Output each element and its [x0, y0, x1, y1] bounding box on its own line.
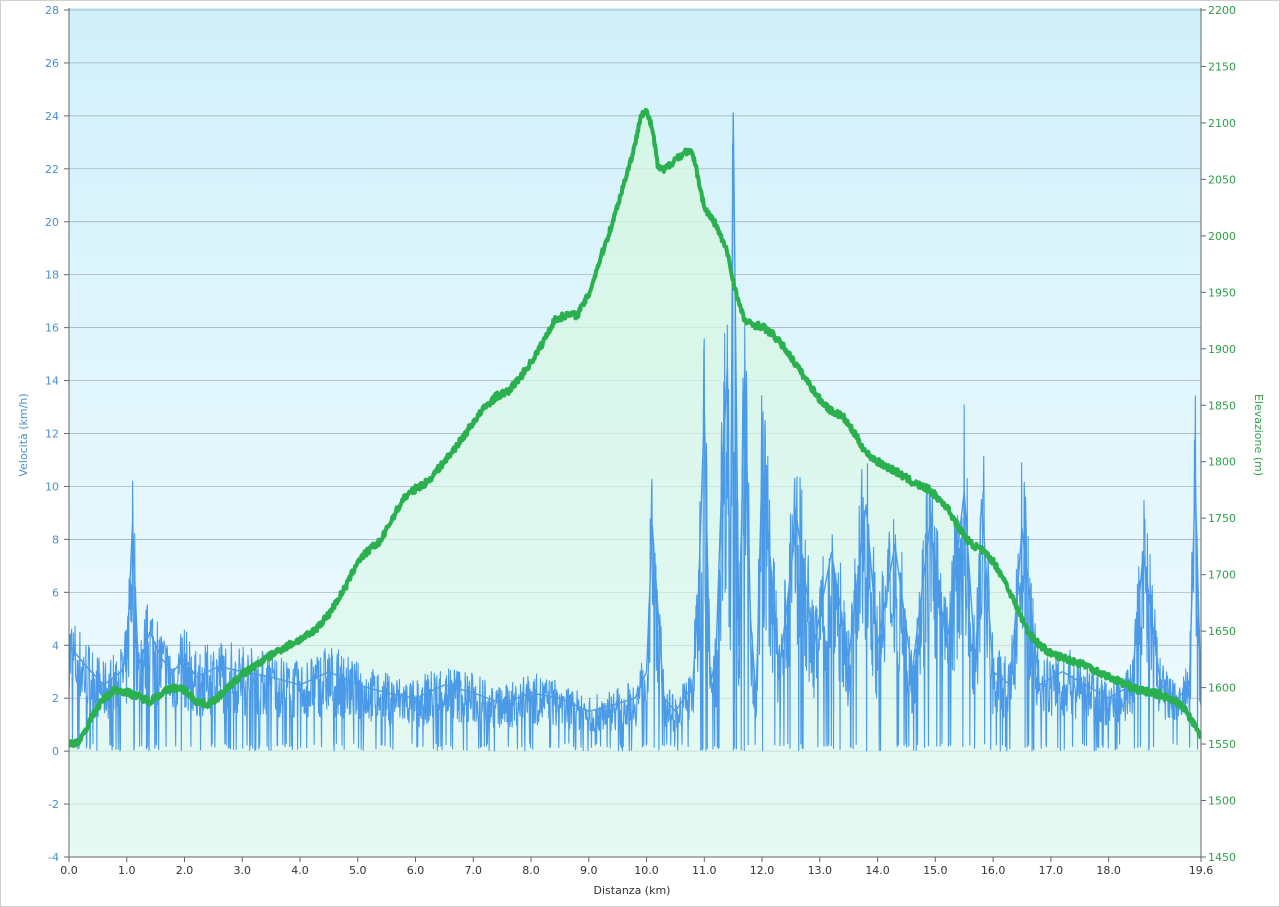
left-tick-label: 24: [45, 110, 59, 123]
left-tick-label: 4: [52, 639, 59, 652]
x-tick-label: 10.0: [634, 864, 659, 877]
left-tick-label: 0: [52, 745, 59, 758]
left-tick-label: 6: [52, 586, 59, 599]
x-tick-label: 9.0: [580, 864, 598, 877]
right-tick-label: 1850: [1208, 399, 1236, 412]
left-tick-label: 14: [45, 375, 59, 388]
x-axis-ticks: 0.0 1.0 2.0 3.0 4.0 5.0 6.0 7.0 8.0 9.0 10.0 11.0 12…: [60, 857, 1213, 877]
left-tick-label: -2: [48, 798, 59, 811]
right-tick-label: 1550: [1208, 738, 1236, 751]
right-tick-label: 2200: [1208, 4, 1236, 17]
left-tick-label: 12: [45, 428, 59, 441]
right-tick-label: 1500: [1208, 795, 1236, 808]
x-tick-label: 17.0: [1039, 864, 1064, 877]
right-tick-label: 1650: [1208, 625, 1236, 638]
x-tick-label: 11.0: [692, 864, 717, 877]
left-tick-label: 2: [52, 692, 59, 705]
x-tick-label: 3.0: [234, 864, 252, 877]
y-left-axis-label: Velocità (km/h): [17, 393, 30, 476]
x-tick-label: 5.0: [349, 864, 367, 877]
right-tick-label: 2100: [1208, 117, 1236, 130]
right-tick-label: 1750: [1208, 512, 1236, 525]
right-tick-label: 1900: [1208, 343, 1236, 356]
x-tick-label: 14.0: [865, 864, 890, 877]
left-tick-label: 8: [52, 533, 59, 546]
left-tick-label: 26: [45, 57, 59, 70]
left-tick-label: 16: [45, 322, 59, 335]
x-tick-label: 16.0: [981, 864, 1006, 877]
right-tick-label: 2000: [1208, 230, 1236, 243]
left-tick-label: 20: [45, 216, 59, 229]
y-right-axis-label: Elevazione (m): [1252, 394, 1265, 476]
right-tick-label: 1450: [1208, 851, 1236, 864]
x-tick-label: 1.0: [118, 864, 136, 877]
x-tick-label: 13.0: [808, 864, 833, 877]
right-tick-label: 2150: [1208, 60, 1236, 73]
x-axis-label: Distanza (km): [594, 884, 671, 897]
x-tick-label: 18.0: [1096, 864, 1121, 877]
x-tick-label: 4.0: [291, 864, 309, 877]
x-tick-label: 12.0: [750, 864, 775, 877]
right-tick-label: 2050: [1208, 173, 1236, 186]
x-tick-label: 0.0: [60, 864, 78, 877]
speed-series-line: [69, 112, 1201, 713]
right-tick-label: 1600: [1208, 682, 1236, 695]
left-tick-label: -4: [48, 851, 59, 864]
left-tick-label: 18: [45, 269, 59, 282]
x-tick-label: 2.0: [176, 864, 194, 877]
series-layer: [69, 107, 1201, 857]
left-tick-label: 22: [45, 163, 59, 176]
x-tick-label: 6.0: [407, 864, 425, 877]
x-tick-label: 8.0: [522, 864, 540, 877]
right-tick-label: 1950: [1208, 286, 1236, 299]
x-tick-label: 15.0: [923, 864, 948, 877]
left-tick-label: 28: [45, 4, 59, 17]
x-tick-label: 19.6: [1189, 864, 1214, 877]
elevation-series-line: [69, 107, 1201, 748]
left-tick-label: 10: [45, 480, 59, 493]
right-tick-label: 1700: [1208, 569, 1236, 582]
right-axis-ticks: 1450 1500 1550 1600 1650 1700 1750 1800 1850 1900…: [1201, 4, 1236, 864]
right-tick-label: 1800: [1208, 456, 1236, 469]
x-tick-label: 7.0: [465, 864, 483, 877]
